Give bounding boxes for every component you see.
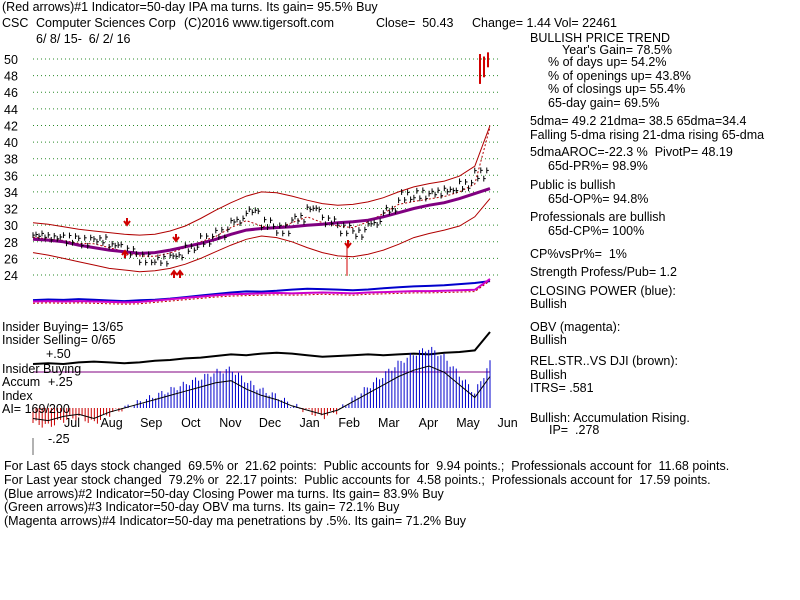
bollinger-band-line: [32, 198, 491, 273]
footer-year-summary: For Last year stock changed 79.2% or 22.…: [4, 473, 711, 487]
aroc-pivot: 5dmaAROC=-22.3 % PivotP= 48.19: [530, 145, 733, 159]
month-label: May: [456, 416, 480, 430]
month-label: Jan: [300, 416, 320, 430]
professionals-status: Professionals are bullish: [530, 210, 666, 224]
y-tick-label: 44: [4, 103, 18, 117]
relative-strength-line: [32, 331, 491, 366]
month-label: Feb: [338, 416, 360, 430]
y-tick-label: 46: [4, 86, 18, 100]
accum-plus50-label: +.50: [46, 347, 71, 361]
month-label: Aug: [100, 416, 122, 430]
dma-trend: Falling 5-dma rising 21-dma rising 65-dm…: [530, 128, 765, 142]
years-gain: Year's Gain= 78.5%: [562, 43, 672, 57]
header-close: Close= 50.43: [376, 16, 454, 30]
header-change: Change= 1.44: [472, 16, 551, 30]
header-indicator-line: (Red arrows)#1 Indicator=50-day IPA ma t…: [2, 0, 378, 14]
gain-65-day: 65-day gain= 69.5%: [548, 96, 660, 110]
month-label: Dec: [259, 416, 281, 430]
buy-arrow: [170, 269, 178, 278]
closing-power-value: Bullish: [530, 297, 567, 311]
insider-buying: Insider Buying= 13/65: [2, 320, 124, 334]
obv-label: OBV (magenta):: [530, 320, 621, 334]
header-volume: Vol= 22461: [554, 16, 617, 30]
y-tick-label: 26: [4, 252, 18, 266]
relstr-value: Bullish: [530, 368, 567, 382]
strength-ratio: Strength Profess/Pub= 1.2: [530, 265, 677, 279]
header-copyright: (C)2016 www.tigersoft.com: [184, 16, 335, 30]
month-label: Sep: [140, 416, 162, 430]
header-date-range: 6/ 8/ 15- 6/ 2/ 16: [36, 32, 131, 46]
y-tick-label: 38: [4, 153, 18, 167]
accum-ma-line: [32, 365, 491, 422]
y-tick-label: 36: [4, 169, 18, 183]
y-tick-label: 50: [4, 53, 18, 67]
price-gridlines: [33, 58, 498, 276]
y-tick-label: 42: [4, 119, 18, 133]
y-tick-label: 34: [4, 186, 18, 200]
month-label: Jun: [498, 416, 518, 430]
sell-arrow: [172, 234, 180, 243]
month-x-axis: Jul Aug Sep Oct Nov Dec Jan Feb Mar Apr May Jun: [32, 416, 518, 455]
ai-value: AI= 169/200: [2, 402, 70, 416]
footer-green-arrows: (Green arrows)#3 Indicator=50-day OBV ma…: [4, 500, 400, 514]
accum-label: Accum: [2, 375, 41, 389]
month-label: Mar: [378, 416, 400, 430]
footer-blue-arrows: (Blue arrows)#2 Indicator=50-day Closing…: [4, 487, 444, 501]
obv-value: Bullish: [530, 333, 567, 347]
obv-ma-line: [32, 280, 491, 305]
insider-selling: Insider Selling= 0/65: [2, 333, 116, 347]
itrs-value: ITRS= .581: [530, 381, 594, 395]
pr-65d: 65d-PR%= 98.9%: [548, 159, 648, 173]
footer-magenta-arrows: (Magenta arrows)#4 Indicator=50-day ma p…: [4, 514, 467, 528]
public-status: Public is bullish: [530, 178, 616, 192]
cp-vs-pr: CP%vsPr%= 1%: [530, 247, 627, 261]
pct-closings-up: % of closings up= 55.4%: [548, 82, 686, 96]
sell-arrow: [344, 240, 352, 249]
header-symbol: CSC: [2, 16, 29, 30]
pct-openings-up: % of openings up= 43.8%: [548, 69, 691, 83]
cp-65d: 65d-CP%= 100%: [548, 224, 645, 238]
y-tick-label: 32: [4, 203, 18, 217]
month-label: Oct: [181, 416, 201, 430]
obv-line: [32, 278, 491, 304]
month-label: Nov: [219, 416, 242, 430]
chart-series: [32, 52, 491, 366]
trend-title: BULLISH PRICE TREND: [530, 31, 671, 45]
price-y-axis: 50 48 46 44 42 40 38 36 34 32 30 28 26 24: [4, 53, 18, 283]
sell-arrow: [123, 218, 131, 227]
relstr-label: REL.STR..VS DJI (brown):: [530, 354, 678, 368]
closing-power-line: [32, 280, 491, 303]
ip-value: IP= .278: [549, 423, 600, 437]
accum-minus25-label: -.25: [48, 432, 70, 446]
header-company: Computer Sciences Corp: [36, 16, 176, 30]
index-label: Index: [2, 389, 33, 403]
op-65d: 65d-OP%= 94.8%: [548, 192, 649, 206]
y-tick-label: 24: [4, 269, 18, 283]
dma-values: 5dma= 49.2 21dma= 38.5 65dma=34.4: [530, 114, 747, 128]
pct-days-up: % of days up= 54.2%: [548, 55, 667, 69]
y-tick-label: 28: [4, 236, 18, 250]
y-tick-label: 48: [4, 70, 18, 84]
accum-plus25-label: +.25: [48, 375, 73, 389]
buy-arrow: [176, 269, 184, 278]
bollinger-band-line: [32, 125, 491, 236]
footer-65-day-summary: For Last 65 days stock changed 69.5% or …: [4, 459, 730, 473]
y-tick-label: 30: [4, 219, 18, 233]
month-label: Apr: [419, 416, 438, 430]
y-tick-label: 40: [4, 136, 18, 150]
accumulation-histogram: [32, 346, 491, 428]
insider-buying-label: Insider Buying: [2, 362, 82, 376]
buy-arrow: [121, 249, 129, 258]
accumulation-status: Bullish: Accumulation Rising.: [530, 411, 690, 425]
closing-power-label: CLOSING POWER (blue):: [530, 284, 676, 298]
signal-arrows: [121, 218, 352, 278]
